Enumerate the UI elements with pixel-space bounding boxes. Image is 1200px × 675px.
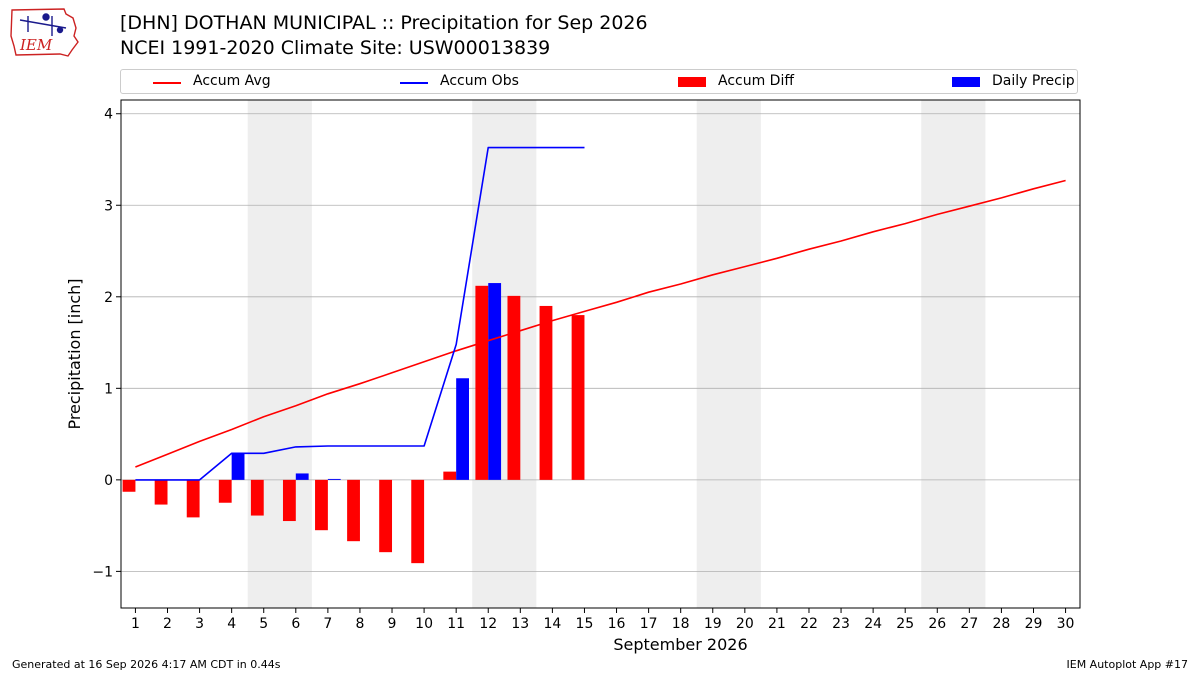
legend-swatch-accum-diff <box>678 77 706 87</box>
accum-diff-bar <box>571 315 585 480</box>
y-tick-label: 2 <box>104 290 113 306</box>
x-tick-label: 12 <box>479 616 497 632</box>
x-tick-label: 26 <box>928 616 946 632</box>
legend-item-daily-precip: Daily Precip <box>952 73 1076 91</box>
x-tick-label: 13 <box>511 616 529 632</box>
weekend-shade-1 <box>247 100 312 608</box>
x-tick-label: 1 <box>131 616 140 632</box>
x-tick-label: 6 <box>291 616 300 632</box>
x-tick-label: 29 <box>1025 616 1043 632</box>
x-tick-label: 9 <box>388 616 397 632</box>
accum-diff-bar <box>282 479 296 522</box>
x-tick-label: 14 <box>543 616 561 632</box>
x-tick-label: 25 <box>896 616 914 632</box>
accum-diff-bar <box>315 479 328 531</box>
x-tick-label: 30 <box>1057 616 1075 632</box>
x-tick-label: 15 <box>576 616 594 632</box>
x-tick-label: 28 <box>993 616 1011 632</box>
y-tick-label: 1 <box>104 381 113 397</box>
y-tick-label: 3 <box>104 198 113 214</box>
daily-precip-bar <box>327 478 341 480</box>
legend-item-accum-avg: Accum Avg <box>153 73 353 91</box>
accum-obs-line <box>135 146 585 481</box>
weather-station-icon <box>19 13 67 36</box>
x-tick-label: 17 <box>640 616 658 632</box>
daily-precip-bar <box>295 473 309 480</box>
legend-swatch-accum-obs <box>400 82 428 84</box>
accum-avg-line <box>135 179 1066 468</box>
legend-item-accum-diff: Accum Diff <box>678 73 878 91</box>
accum-diff-bar <box>347 479 360 542</box>
accum-diff-bar <box>443 471 457 480</box>
legend-label-accum-avg: Accum Avg <box>193 73 271 89</box>
daily-precip-bar <box>456 378 469 480</box>
accum-diff-bar <box>122 479 136 492</box>
legend-swatch-daily-precip <box>952 77 980 87</box>
accum-diff-bar <box>379 479 393 553</box>
footer-app-text: IEM Autoplot App #17 <box>1066 658 1189 671</box>
weekend-shade-4 <box>921 100 986 608</box>
legend-label-accum-obs: Accum Obs <box>440 73 519 89</box>
daily-precip-bar <box>488 283 502 480</box>
x-tick-label: 21 <box>768 616 786 632</box>
chart-title: [DHN] DOTHAN MUNICIPAL :: Precipitation … <box>120 12 648 34</box>
x-tick-label: 4 <box>227 616 236 632</box>
x-tick-label: 8 <box>355 616 364 632</box>
logo-text: IEM <box>19 36 53 54</box>
y-tick-label: −1 <box>92 564 113 580</box>
accum-diff-bar <box>539 305 553 480</box>
y-tick-label: 4 <box>104 107 113 123</box>
accum-diff-bar <box>218 479 232 503</box>
x-tick-label: 16 <box>608 616 626 632</box>
accum-diff-bar <box>250 479 264 516</box>
legend: Accum Avg Accum Obs Accum Diff Daily Pre… <box>120 69 1078 94</box>
x-axis-label: September 2026 <box>613 635 747 654</box>
accum-diff-bar <box>186 479 200 518</box>
x-tick-label: 24 <box>864 616 882 632</box>
x-tick-label: 7 <box>323 616 332 632</box>
x-tick-label: 23 <box>832 616 850 632</box>
x-tick-label: 10 <box>415 616 433 632</box>
accum-diff-bar <box>507 295 521 480</box>
x-tick-label: 18 <box>672 616 690 632</box>
accum-diff-bar <box>411 479 425 564</box>
footer-generated-text: Generated at 16 Sep 2026 4:17 AM CDT in … <box>12 658 281 671</box>
legend-swatch-accum-avg <box>153 82 181 84</box>
weekend-shade-3 <box>696 100 761 608</box>
x-tick-label: 3 <box>195 616 204 632</box>
chart-subtitle: NCEI 1991-2020 Climate Site: USW00013839 <box>120 37 551 59</box>
daily-precip-bar <box>231 453 245 480</box>
legend-item-accum-obs: Accum Obs <box>400 73 600 91</box>
y-axis-label: Precipitation [inch] <box>65 278 84 429</box>
legend-label-accum-diff: Accum Diff <box>718 73 795 89</box>
accum-diff-bar <box>475 285 489 480</box>
y-tick-label: 0 <box>104 473 113 489</box>
x-tick-label: 20 <box>736 616 754 632</box>
x-tick-label: 22 <box>800 616 818 632</box>
accum-diff-bar <box>154 479 168 505</box>
x-tick-label: 2 <box>163 616 172 632</box>
x-tick-label: 5 <box>259 616 268 632</box>
iem-logo: IEM <box>10 8 79 57</box>
x-tick-label: 11 <box>447 616 465 632</box>
legend-label-daily-precip: Daily Precip <box>992 73 1075 89</box>
x-tick-label: 19 <box>704 616 722 632</box>
plot-frame <box>120 99 1081 609</box>
x-tick-label: 27 <box>960 616 978 632</box>
